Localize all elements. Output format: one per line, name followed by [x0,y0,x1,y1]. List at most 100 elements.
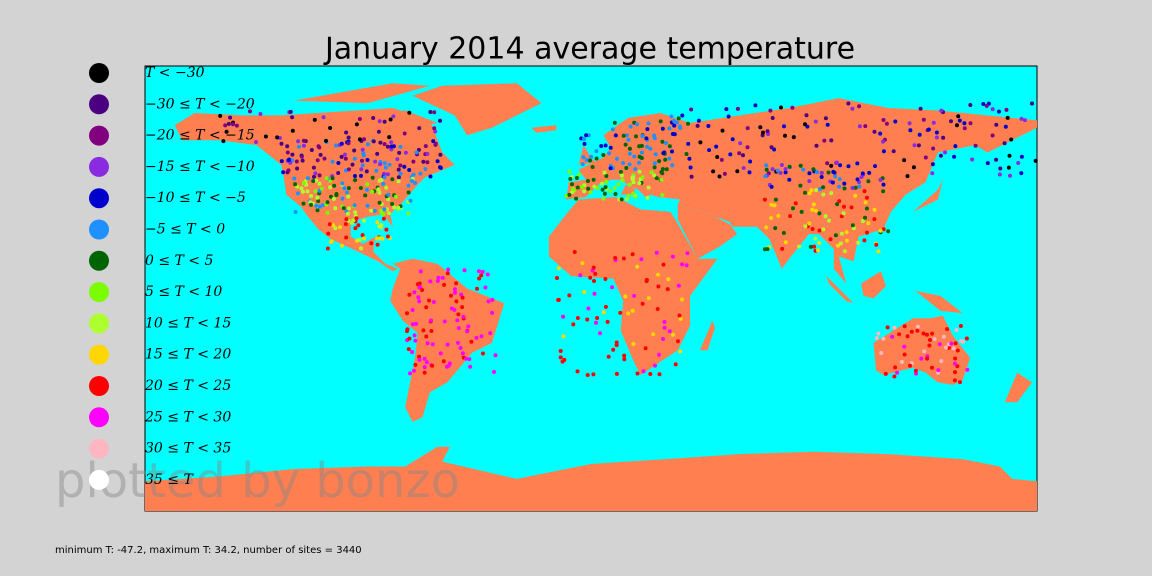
station-dot [408,198,413,203]
station-dot [714,144,719,149]
station-dot [600,181,604,186]
station-dot [423,167,428,171]
station-dot [456,326,461,331]
watermark: plotted by bonzo [55,453,460,509]
station-dot [635,264,640,269]
legend-label: 35 ≤ T [145,472,194,488]
legend-swatch [89,407,109,428]
station-dot [398,144,403,149]
station-dot [375,220,380,225]
madagascar [700,320,715,351]
station-dot [421,159,426,164]
station-dot [580,261,585,266]
station-dot [594,149,599,154]
station-dot [406,183,411,188]
station-dot [446,363,451,368]
station-dot [558,355,563,360]
legend-label: 10 ≤ T < 15 [145,315,231,331]
station-dot [599,144,604,148]
station-dot [410,350,415,354]
station-dot [585,373,590,377]
station-dot [594,320,598,325]
station-dot [311,165,316,170]
station-dot [374,168,379,173]
station-dot [325,246,330,251]
legend-label: 20 ≤ T < 25 [144,378,231,394]
station-dot [396,175,401,180]
station-dot [591,177,596,182]
station-dot [387,211,391,216]
station-dot [867,170,872,175]
station-dot [584,158,589,162]
station-dot [627,182,632,187]
station-dot [656,272,661,277]
station-dot [594,156,599,161]
legend-label: −10 ≤ T < −5 [145,190,246,206]
station-dot [720,128,725,133]
station-dot [452,307,457,312]
station-dot [953,370,957,375]
station-dot [835,202,840,207]
station-dot [420,288,425,292]
station-dot [248,109,252,114]
station-dot [561,334,566,339]
station-dot [438,152,443,157]
new-zealand [1004,372,1032,403]
station-dot [624,133,629,138]
station-dot [445,342,450,347]
station-dot [325,210,330,215]
station-dot [570,182,574,187]
africa [548,197,718,375]
station-dot [410,179,414,183]
station-dot [584,133,589,138]
station-dot [1008,173,1012,178]
station-dot [320,186,324,191]
station-dot [730,137,735,142]
station-dot [407,336,412,341]
station-dot [334,143,339,148]
station-dot [957,118,962,123]
station-dot [874,336,879,340]
station-dot [601,196,606,201]
station-dot [297,144,301,149]
legend-swatch [89,125,109,146]
station-dot [680,297,684,302]
station-dot [735,169,740,174]
station-dot [460,295,465,300]
station-dot [826,170,831,175]
station-dot [881,139,885,144]
station-dot [392,205,397,210]
station-dot [915,328,920,333]
station-dot [687,156,692,161]
station-dot [886,229,891,234]
station-dot [938,153,943,158]
station-dot [325,200,330,205]
station-dot [660,192,665,197]
station-dot [356,223,361,228]
station-dot [881,336,886,341]
station-dot [791,206,795,211]
station-dot [345,190,349,195]
station-dot [394,194,398,199]
station-dot [866,179,871,184]
station-dot [411,172,416,177]
station-dot [657,372,662,377]
station-dot [881,118,886,122]
station-dot [285,150,290,155]
station-dot [909,329,914,334]
station-dot [330,159,335,164]
greenland [412,83,542,136]
station-dot [951,346,956,351]
station-dot [490,310,495,315]
station-dot [862,238,867,243]
station-dot [872,129,877,134]
station-dot [380,236,385,241]
station-dot [660,139,665,144]
station-dot [326,231,331,236]
station-dot [941,334,946,339]
station-dot [429,318,433,323]
station-dot [329,194,333,199]
station-dot [921,331,926,336]
station-dot [949,341,954,346]
station-dot [275,135,280,140]
